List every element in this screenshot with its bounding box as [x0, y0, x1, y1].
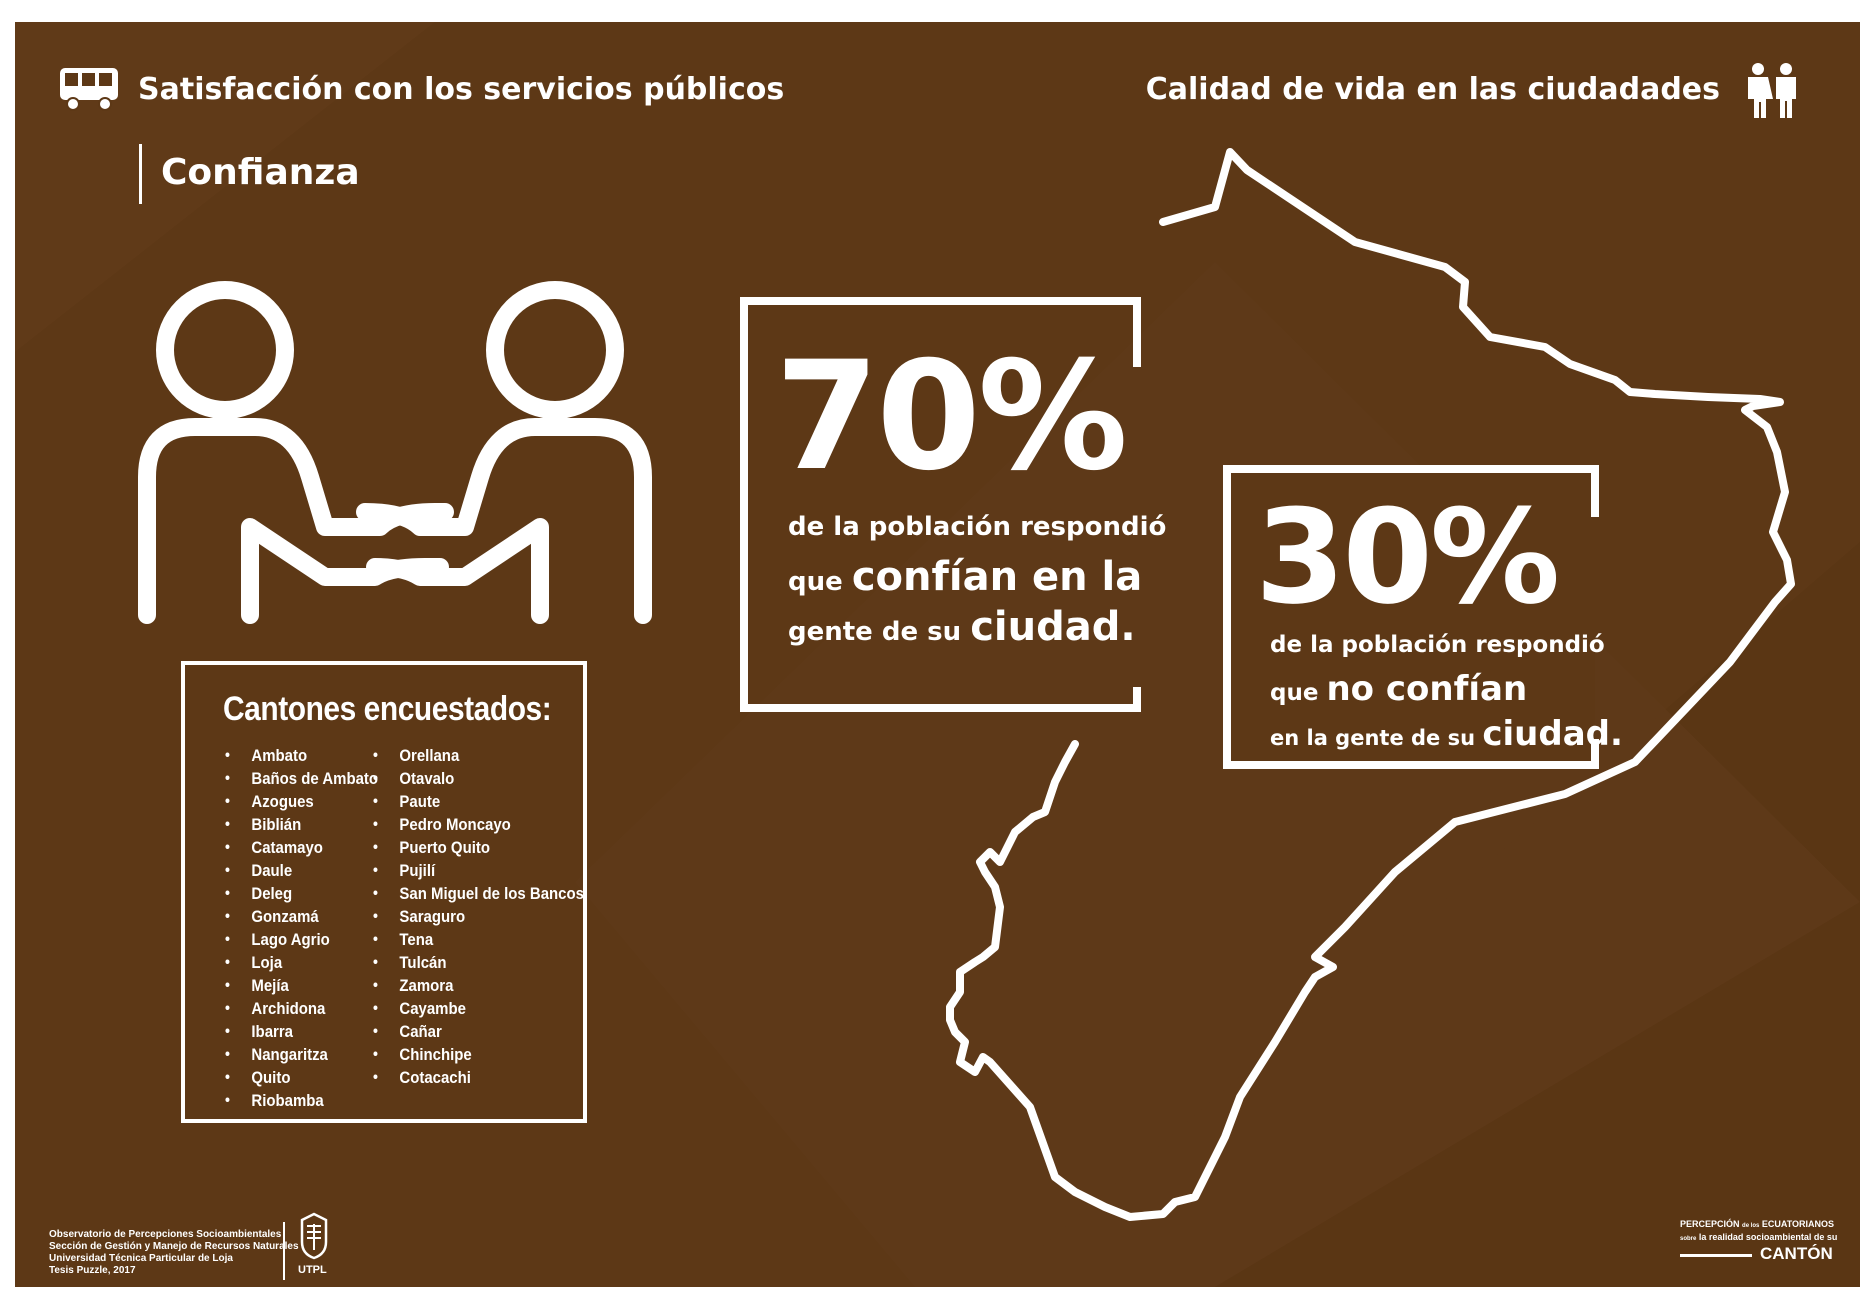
list-item: Otavalo	[373, 767, 584, 790]
people-icon	[1748, 63, 1796, 118]
cantones-list-col1: Ambato Baños de Ambato Azogues Biblián C…	[225, 744, 399, 1112]
stat-distrust-line2-small: que	[1270, 680, 1319, 706]
stat-trust-frame	[740, 297, 1141, 712]
list-item: Deleg	[225, 882, 378, 905]
list-item: Quito	[225, 1066, 378, 1089]
left-header-title: Satisfacción con los servicios públicos	[138, 72, 785, 107]
handshake-icon	[138, 281, 652, 624]
brand-logo: PERCEPCIÓN de los ECUATORIANOS sobre la …	[1680, 1218, 1850, 1287]
utpl-crest-icon	[300, 1212, 328, 1260]
list-item: Tena	[373, 928, 584, 951]
list-item: Catamayo	[225, 836, 378, 859]
background-pattern	[15, 22, 1860, 1287]
list-item: Lago Agrio	[225, 928, 378, 951]
stat-trust-line2: que confían en la	[788, 554, 1142, 604]
cantones-box	[181, 661, 587, 1123]
stat-distrust-line2: que no confían	[1270, 669, 1527, 711]
cantones-title: Cantones encuestados:	[223, 690, 552, 728]
list-item: Tulcán	[373, 951, 584, 974]
section-title: Confianza	[161, 152, 360, 193]
footer-org-line: Tesis Puzzle, 2017	[49, 1265, 136, 1276]
stat-distrust-frame	[1223, 465, 1599, 769]
stat-trust-line2-small: que	[788, 567, 843, 597]
stat-trust-value: 70%	[775, 330, 1128, 504]
list-item: Chinchipe	[373, 1043, 584, 1066]
list-item: Daule	[225, 859, 378, 882]
list-item: Azogues	[225, 790, 378, 813]
stat-trust-line3-small: gente de su	[788, 617, 962, 647]
utpl-label: UTPL	[298, 1264, 327, 1276]
ecuador-map-outline	[946, 148, 1795, 1221]
brand-side-small: sobre	[1680, 1236, 1697, 1242]
list-item: Archidona	[225, 997, 378, 1020]
stat-trust-line3-big: ciudad.	[970, 604, 1136, 650]
list-item: Cotacachi	[373, 1066, 584, 1089]
stat-distrust-line3: en la gente de su ciudad.	[1270, 714, 1623, 756]
stat-distrust-line2-big: no confían	[1326, 669, 1528, 709]
stat-distrust-line1: de la población respondió	[1270, 632, 1605, 658]
list-item: Orellana	[373, 744, 584, 767]
list-item: Cañar	[373, 1020, 584, 1043]
section-divider	[139, 144, 142, 204]
brand-middle-text: la realidad socioambiental de su	[1698, 1232, 1838, 1242]
brand-top-right: ECUATORIANOS	[1761, 1219, 1835, 1229]
brand-top-small: de los	[1742, 1223, 1760, 1229]
footer-divider	[283, 1222, 285, 1280]
list-item: Ibarra	[225, 1020, 378, 1043]
stat-distrust-line3-big: ciudad.	[1482, 714, 1623, 754]
list-item: Mejía	[225, 974, 378, 997]
brand-middle: sobre la realidad socioambiental de su	[1680, 1231, 1837, 1245]
list-item: Paute	[373, 790, 584, 813]
list-item: Pujilí	[373, 859, 584, 882]
stat-trust-line3: gente de su ciudad.	[788, 604, 1136, 654]
footer-org-line: Universidad Técnica Particular de Loja	[49, 1253, 233, 1264]
list-item: Biblián	[225, 813, 378, 836]
stat-distrust-value: 30%	[1255, 481, 1560, 633]
list-item: San Miguel de los Bancos	[373, 882, 584, 905]
list-item: Baños de Ambato	[225, 767, 378, 790]
list-item: Puerto Quito	[373, 836, 584, 859]
cantones-list-col2: Orellana Otavalo Paute Pedro Moncayo Pue…	[373, 744, 613, 1089]
footer-org-text: Observatorio de Percepciones Socioambien…	[49, 1229, 299, 1277]
footer-org-line: Sección de Gestión y Manejo de Recursos …	[49, 1241, 299, 1252]
bus-icon	[60, 68, 118, 111]
list-item: Zamora	[373, 974, 584, 997]
right-header-title: Calidad de vida en las ciudadades	[1145, 72, 1720, 107]
list-item: Riobamba	[225, 1089, 378, 1112]
list-item: Pedro Moncayo	[373, 813, 584, 836]
brand-rule	[1680, 1254, 1752, 1257]
stat-distrust-line3-small: en la gente de su	[1270, 726, 1476, 750]
stat-trust-line1: de la población respondió	[788, 512, 1167, 542]
list-item: Saraguro	[373, 905, 584, 928]
poster: Satisfacción con los servicios públicos …	[15, 22, 1860, 1287]
list-item: Nangaritza	[225, 1043, 378, 1066]
list-item: Gonzamá	[225, 905, 378, 928]
list-item: Loja	[225, 951, 378, 974]
brand-bottom: CANTÓN	[1760, 1244, 1833, 1263]
brand-top-left: PERCEPCIÓN	[1680, 1219, 1740, 1229]
footer-org-line: Observatorio de Percepciones Socioambien…	[49, 1229, 282, 1240]
brand-top: PERCEPCIÓN de los ECUATORIANOS	[1680, 1218, 1834, 1232]
list-item: Ambato	[225, 744, 378, 767]
list-item: Cayambe	[373, 997, 584, 1020]
stat-trust-line2-big: confían en la	[851, 554, 1143, 600]
